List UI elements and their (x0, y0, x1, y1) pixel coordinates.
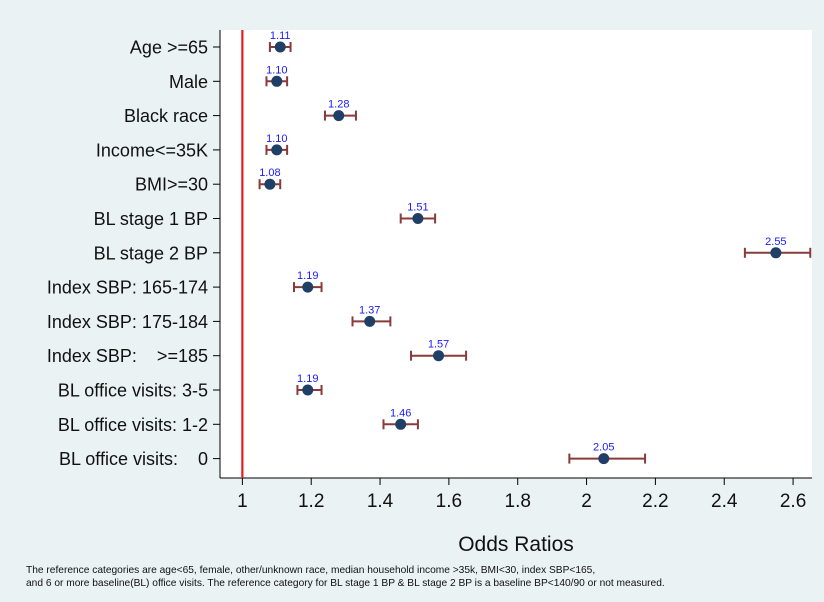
y-category-label: Age >=65 (130, 38, 208, 58)
odds-ratio-point (412, 213, 424, 224)
data-label: 1.19 (297, 270, 318, 282)
x-tick-label: 1.4 (367, 491, 394, 512)
odds-ratio-point (271, 144, 283, 156)
x-tick-label: 2.2 (642, 491, 668, 512)
plot-area (220, 30, 812, 478)
data-label: 1.57 (428, 339, 449, 351)
data-label: 1.10 (266, 64, 287, 76)
x-tick-label: 1.8 (505, 491, 531, 512)
x-axis-label: Odds Ratios (458, 533, 574, 556)
x-tick-label: 1.2 (298, 491, 324, 512)
odds-ratio-point (395, 418, 407, 430)
x-tick-label: 1.6 (436, 491, 462, 512)
y-category-label: BL office visits: 3-5 (58, 381, 208, 401)
forest-plot: 1 1.2 1.4 1.6 1.8 2 2.2 2.4 2.6 Age >=65 Male Black… (47, 30, 812, 556)
data-label: 1.10 (266, 133, 287, 145)
data-label: 1.37 (359, 304, 380, 316)
footnote-line-1: The reference categories are age<65, fem… (26, 565, 596, 576)
y-category-label: Index SBP: >=185 (47, 346, 208, 366)
y-category-label: Index SBP: 175-184 (47, 312, 208, 332)
data-label: 1.51 (407, 202, 428, 214)
y-category-label: Male (169, 72, 208, 92)
y-category-label: BL office visits: 1-2 (58, 415, 208, 435)
data-label: 1.11 (270, 30, 291, 42)
footnote: The reference categories are age<65, fem… (26, 564, 816, 590)
x-tick-label: 1 (237, 491, 248, 512)
footnote-line-2: and 6 or more baseline(BL) office visits… (26, 578, 665, 589)
data-label: 1.19 (297, 373, 318, 385)
x-tick-label: 2 (581, 491, 592, 512)
data-label: 1.28 (328, 99, 349, 111)
odds-ratio-point (271, 75, 283, 87)
odds-ratio-point (433, 350, 445, 362)
y-category-label: Black race (124, 106, 208, 126)
y-category-label: Income<=35K (96, 140, 208, 160)
odds-ratio-point (770, 247, 782, 259)
odds-ratio-point (302, 384, 314, 396)
data-label: 2.55 (765, 236, 786, 248)
y-category-label: BL office visits: 0 (59, 449, 208, 469)
data-label: 2.05 (593, 442, 614, 454)
data-label: 1.46 (390, 407, 411, 419)
odds-ratio-point (598, 453, 610, 465)
odds-ratio-point (302, 281, 314, 293)
y-category-label: BL stage 2 BP (94, 243, 208, 263)
odds-ratio-point (264, 178, 276, 190)
data-label: 1.08 (259, 167, 280, 179)
y-category-label: BMI>=30 (135, 175, 208, 195)
x-tick-label: 2.4 (711, 491, 738, 512)
odds-ratio-point (274, 41, 286, 53)
odds-ratio-point (364, 315, 376, 327)
y-category-label: Index SBP: 165-174 (47, 278, 208, 298)
odds-ratio-point (333, 110, 345, 122)
x-tick-label: 2.6 (780, 491, 806, 512)
y-category-label: BL stage 1 BP (94, 209, 208, 229)
